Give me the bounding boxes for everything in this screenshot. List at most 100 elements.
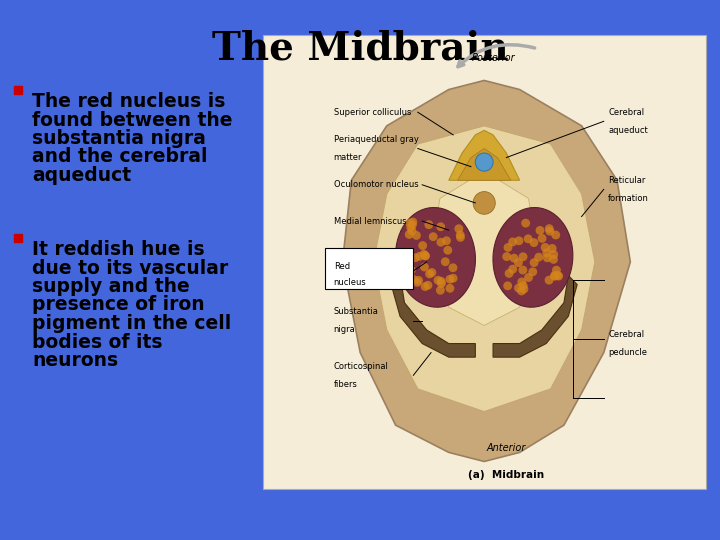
Text: neurons: neurons [32, 351, 118, 370]
Circle shape [514, 284, 523, 293]
Circle shape [549, 255, 558, 264]
Text: Posterior: Posterior [472, 53, 515, 63]
Circle shape [412, 231, 421, 240]
Circle shape [420, 250, 428, 259]
Circle shape [406, 223, 415, 232]
Text: due to its vascular: due to its vascular [32, 259, 228, 278]
Circle shape [405, 219, 415, 228]
Circle shape [420, 282, 430, 291]
Circle shape [515, 237, 523, 245]
Circle shape [503, 243, 513, 252]
Circle shape [552, 266, 561, 275]
Text: and the cerebral: and the cerebral [32, 147, 207, 166]
Bar [325, 248, 413, 289]
Circle shape [428, 232, 438, 241]
Text: nucleus: nucleus [333, 278, 366, 287]
Circle shape [418, 241, 427, 250]
Circle shape [505, 269, 513, 278]
Circle shape [514, 258, 523, 267]
Circle shape [548, 244, 557, 253]
Text: aqueduct: aqueduct [32, 166, 131, 185]
Circle shape [553, 271, 562, 280]
Text: The Midbrain: The Midbrain [212, 30, 508, 68]
Circle shape [436, 222, 445, 231]
Circle shape [407, 266, 415, 274]
Circle shape [503, 281, 512, 290]
Circle shape [442, 237, 451, 245]
Text: fibers: fibers [333, 380, 358, 389]
Circle shape [517, 278, 526, 286]
Text: Periaqueductal gray: Periaqueductal gray [333, 135, 418, 144]
Circle shape [411, 253, 420, 262]
Text: substantia nigra: substantia nigra [32, 129, 206, 148]
Polygon shape [449, 130, 520, 180]
Circle shape [538, 234, 546, 243]
Text: (a)  Midbrain: (a) Midbrain [468, 470, 544, 480]
Text: pigment in the cell: pigment in the cell [32, 314, 231, 333]
Text: peduncle: peduncle [608, 348, 647, 357]
Ellipse shape [475, 153, 493, 171]
Circle shape [409, 275, 418, 284]
Text: Medial lemniscus: Medial lemniscus [333, 217, 406, 226]
Circle shape [520, 285, 528, 293]
Text: bodies of its: bodies of its [32, 333, 163, 352]
Ellipse shape [395, 207, 475, 307]
Circle shape [554, 272, 563, 280]
Circle shape [518, 266, 527, 274]
Circle shape [408, 218, 418, 226]
Circle shape [550, 271, 559, 280]
Text: Red: Red [333, 262, 350, 271]
Circle shape [528, 267, 537, 276]
Circle shape [545, 224, 554, 233]
Circle shape [425, 269, 434, 279]
Circle shape [436, 238, 445, 247]
Text: found between the: found between the [32, 111, 233, 130]
Circle shape [437, 277, 446, 286]
Circle shape [424, 220, 433, 229]
Text: nigra: nigra [333, 326, 356, 334]
Circle shape [420, 251, 430, 260]
Circle shape [519, 281, 528, 290]
Circle shape [530, 258, 539, 267]
Circle shape [449, 274, 458, 282]
Text: Reticular: Reticular [608, 176, 646, 185]
Circle shape [456, 231, 464, 239]
Circle shape [423, 281, 433, 289]
Bar [263, 35, 706, 489]
Circle shape [534, 253, 543, 261]
Text: Corticospinal: Corticospinal [333, 362, 389, 371]
Text: Anterior: Anterior [487, 443, 526, 453]
Circle shape [536, 226, 544, 235]
Polygon shape [343, 80, 630, 462]
Circle shape [541, 243, 549, 252]
Circle shape [503, 252, 511, 261]
Text: aqueduct: aqueduct [608, 126, 648, 135]
Circle shape [414, 276, 423, 285]
Circle shape [446, 284, 454, 293]
Circle shape [437, 279, 446, 288]
Text: presence of iron: presence of iron [32, 295, 204, 314]
Polygon shape [493, 275, 577, 357]
Circle shape [413, 278, 422, 287]
Circle shape [552, 231, 560, 239]
Circle shape [405, 230, 414, 239]
Text: It reddish hue is: It reddish hue is [32, 240, 204, 259]
Circle shape [542, 248, 552, 258]
Circle shape [518, 252, 528, 261]
Circle shape [428, 268, 436, 277]
Text: supply and the: supply and the [32, 277, 190, 296]
Circle shape [408, 220, 417, 229]
Text: Oculomotor nucleus: Oculomotor nucleus [333, 180, 418, 190]
Polygon shape [431, 171, 537, 326]
Polygon shape [391, 275, 475, 357]
Circle shape [408, 226, 416, 235]
Circle shape [529, 238, 539, 247]
Circle shape [441, 257, 450, 266]
Ellipse shape [493, 207, 573, 307]
Text: Superior colliculus: Superior colliculus [333, 107, 411, 117]
Circle shape [544, 276, 554, 285]
Circle shape [521, 219, 530, 227]
Circle shape [446, 275, 454, 284]
Circle shape [550, 272, 559, 281]
Circle shape [549, 250, 558, 259]
